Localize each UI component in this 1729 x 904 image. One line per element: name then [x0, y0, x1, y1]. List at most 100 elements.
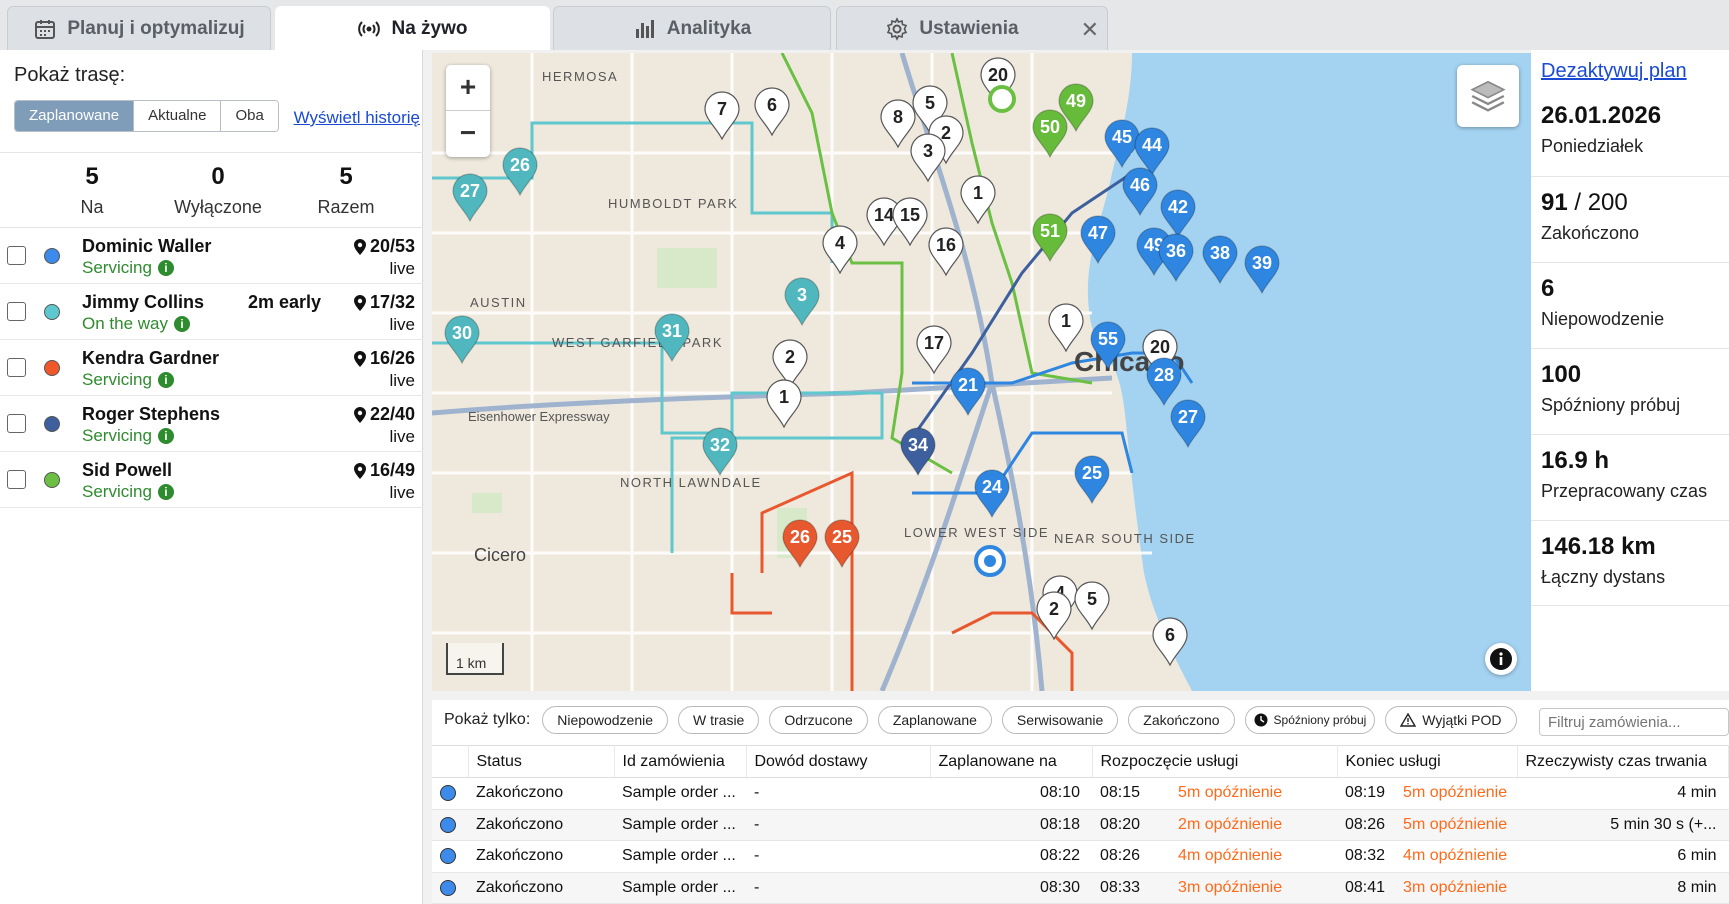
map-pin[interactable]: 2: [772, 339, 808, 389]
driver-checkbox[interactable]: [7, 470, 26, 489]
map-pin[interactable]: 24: [974, 469, 1010, 519]
map-pin[interactable]: 49: [1136, 227, 1172, 277]
zoom-out-button[interactable]: −: [459, 117, 477, 148]
driver-checkbox[interactable]: [7, 414, 26, 433]
route-mode-both[interactable]: Oba: [221, 101, 278, 131]
filter-chip-completed[interactable]: Zakończono: [1128, 706, 1235, 734]
driver-row[interactable]: Kendra Gardner Servicing i 16/26 live: [0, 340, 423, 396]
close-icon[interactable]: ✕: [1080, 17, 1099, 42]
tab-live[interactable]: Na żywo: [275, 6, 550, 50]
map-pin[interactable]: 49: [1058, 83, 1094, 133]
filter-chip-in-transit[interactable]: W trasie: [678, 706, 760, 734]
deactivate-plan-link[interactable]: Dezaktywuj plan: [1541, 60, 1687, 82]
map-info-button[interactable]: [1485, 643, 1517, 675]
cell-order-id[interactable]: Sample order ...: [614, 840, 746, 873]
order-filter-input[interactable]: [1539, 708, 1729, 736]
info-icon[interactable]: i: [157, 260, 174, 276]
col-header-status[interactable]: Status: [468, 745, 615, 778]
map-pin[interactable]: 8: [880, 99, 916, 149]
cell-order-id[interactable]: Sample order ...: [614, 809, 746, 841]
map-pin[interactable]: 51: [1032, 213, 1068, 263]
cell-order-id[interactable]: Sample order ...: [614, 872, 746, 904]
table-row[interactable]: Zakończono Sample order ... -08:22 08:26 4m …: [432, 840, 1729, 873]
map-pin[interactable]: 6: [754, 87, 790, 137]
map-pin[interactable]: 26: [502, 147, 538, 197]
col-header-planned[interactable]: Zaplanowane na: [930, 745, 1093, 778]
map-pin[interactable]: 25: [824, 519, 860, 569]
map-pin[interactable]: 30: [444, 315, 480, 365]
map-pin[interactable]: 28: [1146, 357, 1182, 407]
map-pin[interactable]: 1: [960, 175, 996, 225]
tab-settings[interactable]: Ustawienia ✕: [836, 6, 1108, 50]
map-pin[interactable]: 3: [784, 277, 820, 327]
col-header-pod[interactable]: Dowód dostawy: [746, 745, 931, 778]
driver-checkbox[interactable]: [7, 246, 26, 265]
filter-chip-failed[interactable]: Niepowodzenie: [542, 706, 668, 734]
map-pin[interactable]: 17: [916, 325, 952, 375]
map-pin[interactable]: 15: [892, 197, 928, 247]
filter-chip-pod-exceptions[interactable]: Wyjątki POD: [1385, 706, 1517, 734]
route-mode-planned[interactable]: Zaplanowane: [15, 101, 135, 131]
map-pin[interactable]: 5: [1074, 581, 1110, 631]
map-pin[interactable]: 38: [1202, 235, 1238, 285]
map-pin[interactable]: 27: [452, 173, 488, 223]
driver-row[interactable]: Jimmy Collins On the way i 2m early 17/32 liv…: [0, 284, 423, 340]
map-pin[interactable]: 16: [928, 227, 964, 277]
map-pin[interactable]: 55: [1090, 321, 1126, 371]
tab-analytics[interactable]: Analityka: [553, 6, 831, 50]
map-pin[interactable]: 39: [1244, 245, 1280, 295]
map-pin[interactable]: 21: [950, 367, 986, 417]
driver-row[interactable]: Roger Stephens Servicing i 22/40 live: [0, 396, 423, 452]
map-pin[interactable]: 4: [822, 225, 858, 275]
filter-chip-late[interactable]: Spóźniony próbuj: [1244, 706, 1376, 734]
info-icon[interactable]: i: [157, 428, 174, 444]
map-pin[interactable]: 1: [1048, 303, 1084, 353]
route-mode-actual[interactable]: Aktualne: [134, 101, 222, 131]
driver-checkbox[interactable]: [7, 358, 26, 377]
map-pin[interactable]: 36: [1158, 233, 1194, 283]
map-pin[interactable]: 26: [782, 519, 818, 569]
map-pin[interactable]: 20: [980, 57, 1016, 107]
filter-chip-servicing[interactable]: Serwisowanie: [1001, 706, 1119, 734]
map-pin[interactable]: 32: [702, 427, 738, 477]
map-pin[interactable]: 46: [1122, 167, 1158, 217]
info-icon[interactable]: i: [174, 316, 190, 332]
driver-row[interactable]: Dominic Waller Servicing i 20/53 live: [0, 228, 423, 284]
map-pin[interactable]: 1: [766, 379, 802, 429]
map-pin[interactable]: 50: [1032, 109, 1068, 159]
col-header-start[interactable]: Rozpoczęcie usługi: [1092, 745, 1338, 778]
map-pin[interactable]: 2: [1036, 591, 1072, 641]
zoom-in-button[interactable]: +: [446, 65, 490, 111]
view-history-link[interactable]: Wyświetl historię: [293, 108, 420, 127]
col-header-end[interactable]: Koniec usługi: [1337, 745, 1518, 778]
driver-row[interactable]: Sid Powell Servicing i 16/49 live: [0, 452, 423, 508]
map-pin[interactable]: 6: [1152, 617, 1188, 667]
map-pin[interactable]: 3: [910, 133, 946, 183]
map[interactable]: HERMOSA HUMBOLDT PARK AUSTIN WEST GARFIE…: [432, 53, 1531, 691]
table-row[interactable]: Zakończono Sample order ... -08:30 08:33 3m …: [432, 872, 1729, 904]
map-pin[interactable]: 5: [912, 85, 948, 135]
map-pin[interactable]: 45: [1104, 119, 1140, 169]
map-pin[interactable]: 20: [1142, 329, 1178, 379]
map-pin[interactable]: 42: [1160, 189, 1196, 239]
map-pin[interactable]: 27: [1170, 399, 1206, 449]
col-header-order-id[interactable]: Id zamówienia: [614, 745, 747, 778]
table-row[interactable]: Zakończono Sample order ... -08:10 08:15 5m …: [432, 777, 1729, 810]
map-pin[interactable]: 7: [704, 91, 740, 141]
map-pin[interactable]: 44: [1134, 127, 1170, 177]
map-pin[interactable]: 31: [654, 313, 690, 363]
live-location-marker[interactable]: [988, 85, 1016, 113]
table-row[interactable]: Zakończono Sample order ... -08:18 08:20 2m …: [432, 809, 1729, 841]
filter-chip-planned[interactable]: Zaplanowane: [877, 706, 992, 734]
driver-checkbox[interactable]: [7, 302, 26, 321]
col-header-duration[interactable]: Rzeczywisty czas trwania: [1517, 745, 1729, 778]
info-icon[interactable]: i: [157, 484, 174, 500]
map-canvas[interactable]: HERMOSA HUMBOLDT PARK AUSTIN WEST GARFIE…: [432, 53, 1531, 691]
cell-order-id[interactable]: Sample order ...: [614, 777, 746, 810]
filter-chip-rejected[interactable]: Odrzucone: [769, 706, 868, 734]
map-pin[interactable]: 34: [900, 427, 936, 477]
info-icon[interactable]: i: [157, 372, 174, 388]
map-pin[interactable]: 47: [1080, 215, 1116, 265]
layers-button[interactable]: [1457, 65, 1519, 127]
tab-plan[interactable]: Planuj i optymalizuj: [7, 6, 271, 50]
